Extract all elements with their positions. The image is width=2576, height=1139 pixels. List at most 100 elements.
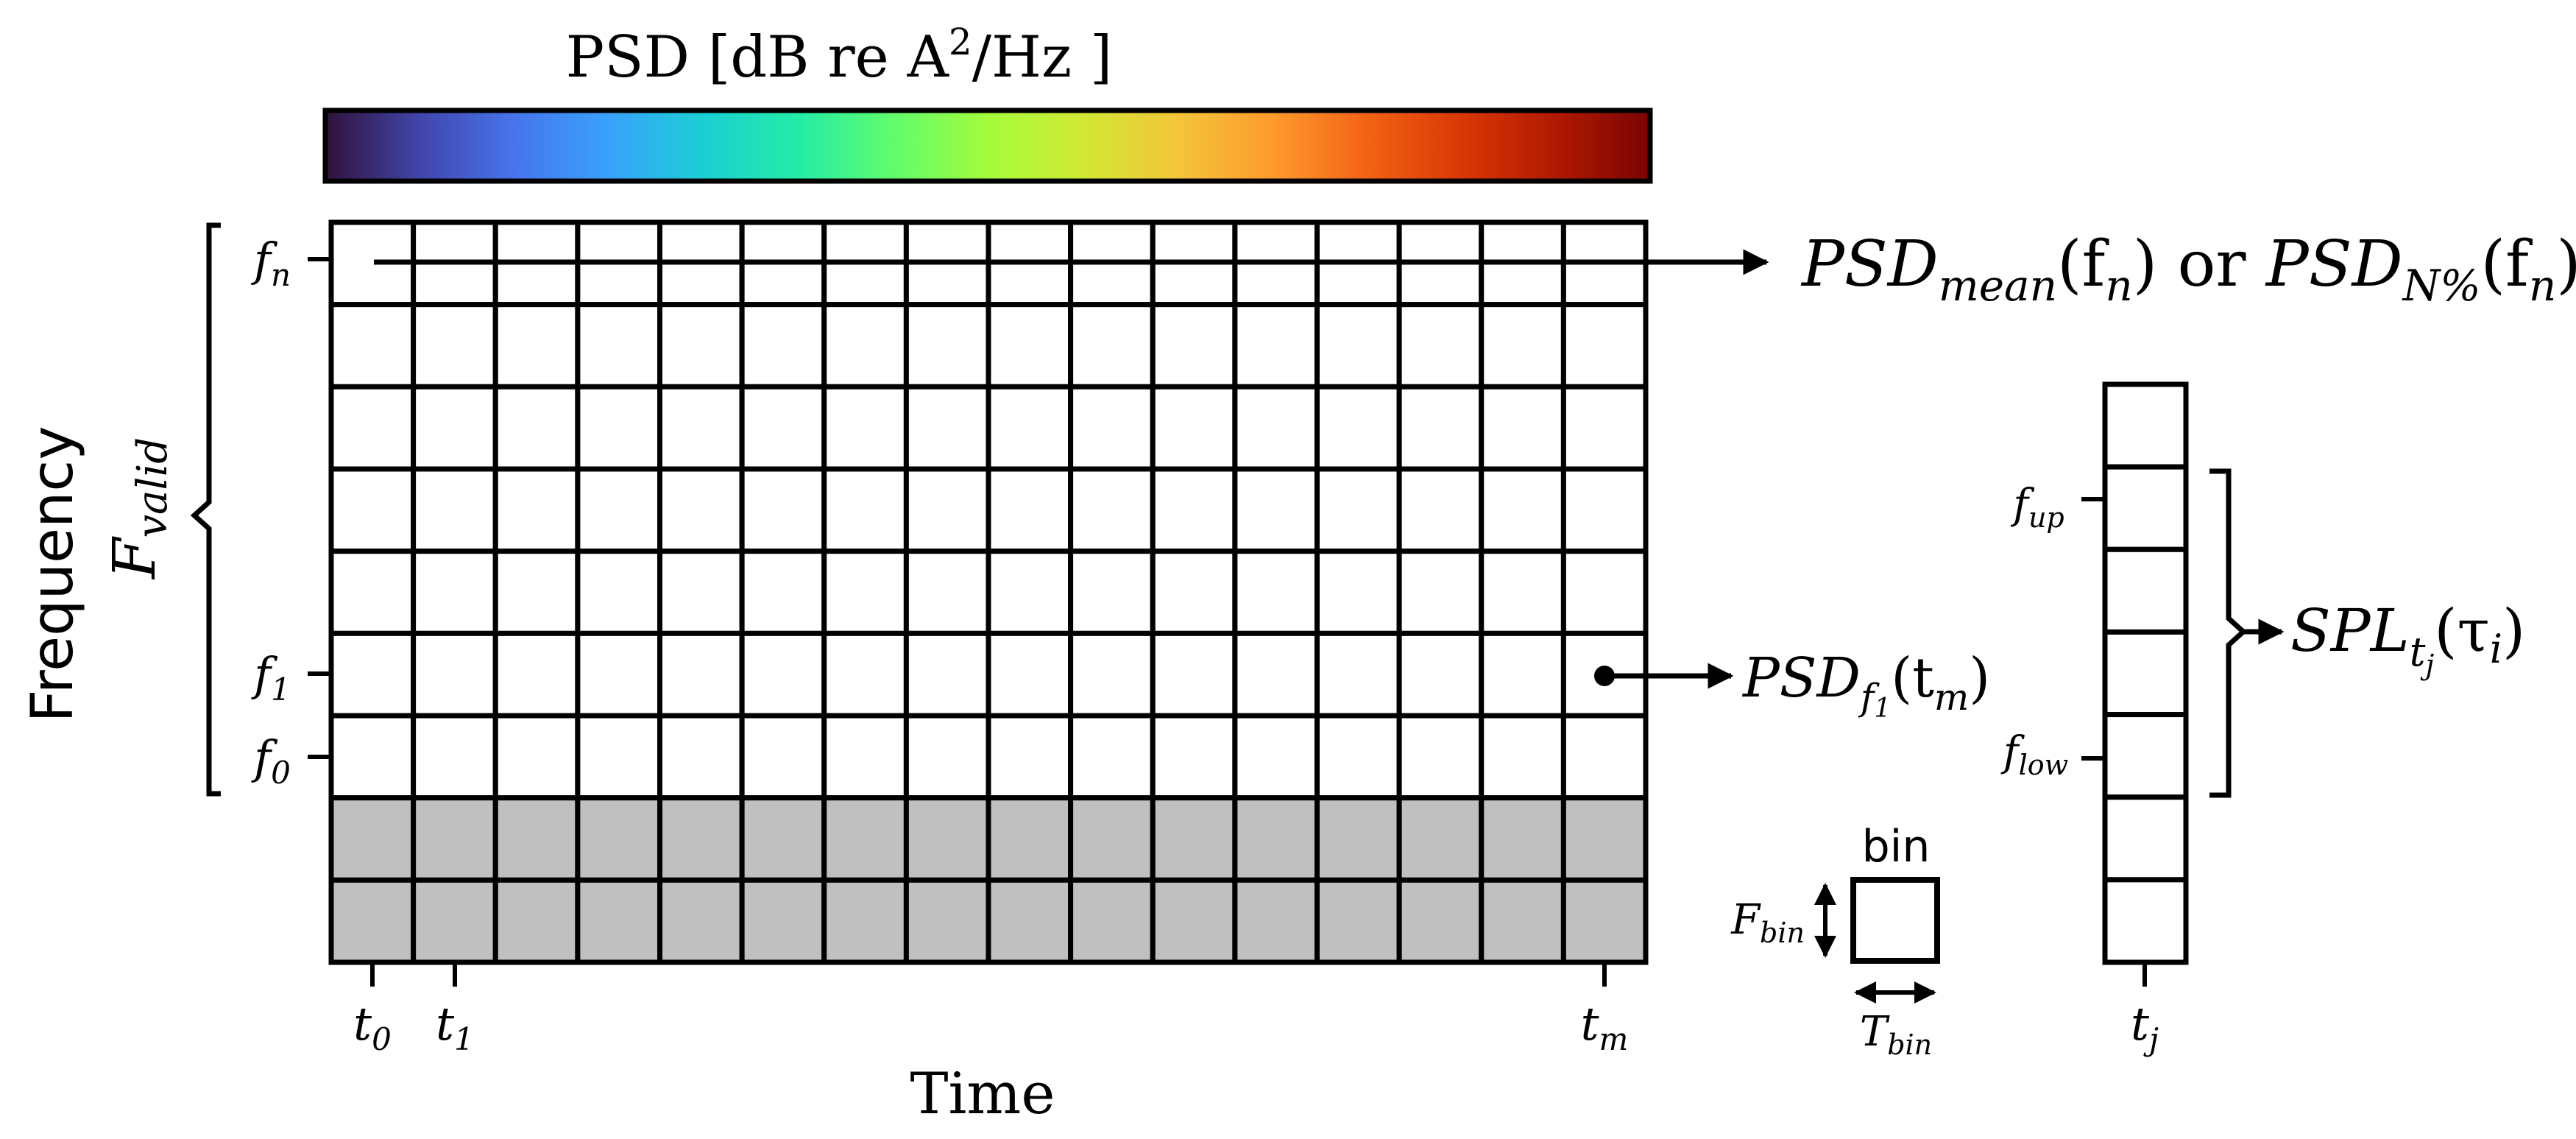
grid-cell (1068, 466, 1156, 554)
grid-cell (739, 713, 827, 801)
f-bin-label: Fbin (1730, 896, 1805, 949)
grid-cell (1396, 630, 1485, 719)
grid-cell (739, 795, 827, 883)
grid-cell (657, 630, 745, 719)
svg-text:tm: tm (1581, 997, 1629, 1057)
grid-cell (1396, 384, 1485, 472)
grid-cell (986, 302, 1074, 389)
time-tick-tm: tm (1581, 965, 1629, 1057)
grid-cell (1560, 713, 1649, 801)
grid-cell (492, 466, 581, 554)
grid-cell (903, 630, 991, 719)
grid-cell (903, 384, 991, 472)
grid-cell (492, 713, 581, 801)
grid-cell (1314, 713, 1402, 801)
psd-f1-annotation: PSDf1(tm) (1741, 646, 1990, 724)
grid-cell (1068, 549, 1156, 636)
grid-cell (411, 302, 498, 389)
grid-cell (903, 795, 991, 883)
grid-cell (657, 302, 745, 389)
grid-cell (1396, 549, 1485, 636)
grid-cell (1396, 713, 1485, 801)
grid-cell (1068, 630, 1156, 719)
grid-cell (903, 713, 991, 801)
t-bin-label: Tbin (1860, 1008, 1932, 1061)
grid-cell (986, 549, 1074, 636)
freq-tick-f0: f0 (251, 730, 330, 791)
psd-bin-dot (1594, 666, 1615, 686)
column-cell (2102, 464, 2189, 552)
time-tick-t0: t0 (353, 965, 392, 1057)
freq-tick-f1: f1 (251, 647, 330, 708)
grid-cell (1314, 795, 1402, 883)
grid-cell (492, 302, 581, 389)
grid-cell (739, 302, 827, 389)
grid-cell (903, 549, 991, 636)
svg-text:fn: fn (251, 233, 291, 293)
grid-cell (1068, 713, 1156, 801)
column-cell (2102, 546, 2189, 635)
grid-cell (1560, 302, 1649, 389)
grid-cell (657, 549, 745, 636)
grid-cell (1479, 384, 1566, 472)
spectrogram-grid (328, 219, 1649, 965)
grid-cell (739, 549, 827, 636)
grid-cell (1479, 795, 1566, 883)
grid-cell (1396, 466, 1485, 554)
grid-cell (328, 549, 417, 636)
grid-cell (1232, 713, 1320, 801)
grid-cell (492, 384, 581, 472)
grid-cell (328, 630, 417, 719)
grid-cell (739, 630, 827, 719)
svg-text:flow: flow (2000, 728, 2068, 781)
svg-text:t1: t1 (436, 997, 474, 1057)
tj-tick: tj (2131, 965, 2159, 1057)
grid-cell (1396, 877, 1485, 965)
grid-cell (328, 384, 417, 472)
grid-cell (903, 877, 991, 965)
grid-cell (575, 384, 662, 472)
grid-cell (657, 466, 745, 554)
column-cell (2102, 381, 2189, 470)
grid-cell (1232, 630, 1320, 719)
grid-cell (328, 302, 417, 389)
grid-cell (1560, 384, 1649, 472)
svg-text:fup: fup (2010, 481, 2064, 534)
grid-cell (1068, 795, 1156, 883)
grid-cell (1232, 466, 1320, 554)
grid-cell (1479, 630, 1566, 719)
grid-cell (1232, 384, 1320, 472)
grid-cell (1560, 877, 1649, 965)
grid-cell (657, 384, 745, 472)
grid-cell (1150, 384, 1238, 472)
column-cell (2102, 629, 2189, 718)
grid-cell (1560, 466, 1649, 554)
spl-brace (2209, 468, 2248, 798)
x-axis-label: Time (910, 1061, 1055, 1127)
grid-cell (1068, 302, 1156, 389)
grid-cell (411, 630, 498, 719)
grid-cell (657, 795, 745, 883)
grid-cell (739, 384, 827, 472)
grid-cell (739, 466, 827, 554)
svg-text:f1: f1 (251, 647, 291, 708)
grid-cell (821, 795, 909, 883)
grid-cell (1150, 877, 1238, 965)
grid-cell (1560, 549, 1649, 636)
grid-cell (575, 302, 662, 389)
grid-cell (1232, 795, 1320, 883)
grid-cell (492, 630, 581, 719)
grid-cell (411, 877, 498, 965)
grid-cell (739, 877, 827, 965)
grid-cell (1150, 302, 1238, 389)
grid-cell (1068, 384, 1156, 472)
grid-cell (986, 877, 1074, 965)
svg-text:t0: t0 (353, 997, 392, 1057)
grid-cell (1232, 877, 1320, 965)
f-low-tick: flow (2000, 728, 2103, 781)
grid-cell (1314, 630, 1402, 719)
grid-cell (1150, 466, 1238, 554)
time-tick-t1: t1 (436, 965, 474, 1057)
grid-cell (1314, 466, 1402, 554)
grid-cell (492, 549, 581, 636)
